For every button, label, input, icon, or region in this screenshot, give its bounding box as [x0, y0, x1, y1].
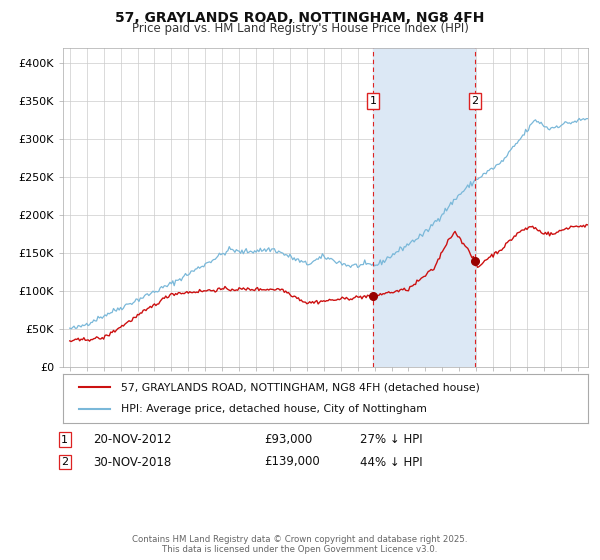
Text: £93,000: £93,000	[264, 433, 312, 446]
Bar	[373, 48, 475, 367]
Text: 57, GRAYLANDS ROAD, NOTTINGHAM, NG8 4FH: 57, GRAYLANDS ROAD, NOTTINGHAM, NG8 4FH	[115, 11, 485, 25]
Text: £139,000: £139,000	[264, 455, 320, 469]
Text: 44% ↓ HPI: 44% ↓ HPI	[360, 455, 422, 469]
Text: 27% ↓ HPI: 27% ↓ HPI	[360, 433, 422, 446]
Text: Price paid vs. HM Land Registry's House Price Index (HPI): Price paid vs. HM Land Registry's House …	[131, 22, 469, 35]
Text: 30-NOV-2018: 30-NOV-2018	[93, 455, 171, 469]
Text: HPI: Average price, detached house, City of Nottingham: HPI: Average price, detached house, City…	[121, 404, 427, 414]
Text: 1: 1	[61, 435, 68, 445]
Text: Contains HM Land Registry data © Crown copyright and database right 2025.
This d: Contains HM Land Registry data © Crown c…	[132, 535, 468, 554]
Text: 2: 2	[472, 96, 478, 106]
Text: 57, GRAYLANDS ROAD, NOTTINGHAM, NG8 4FH (detached house): 57, GRAYLANDS ROAD, NOTTINGHAM, NG8 4FH …	[121, 382, 479, 393]
Text: 2: 2	[61, 457, 68, 467]
Text: 20-NOV-2012: 20-NOV-2012	[93, 433, 172, 446]
Text: 1: 1	[370, 96, 376, 106]
